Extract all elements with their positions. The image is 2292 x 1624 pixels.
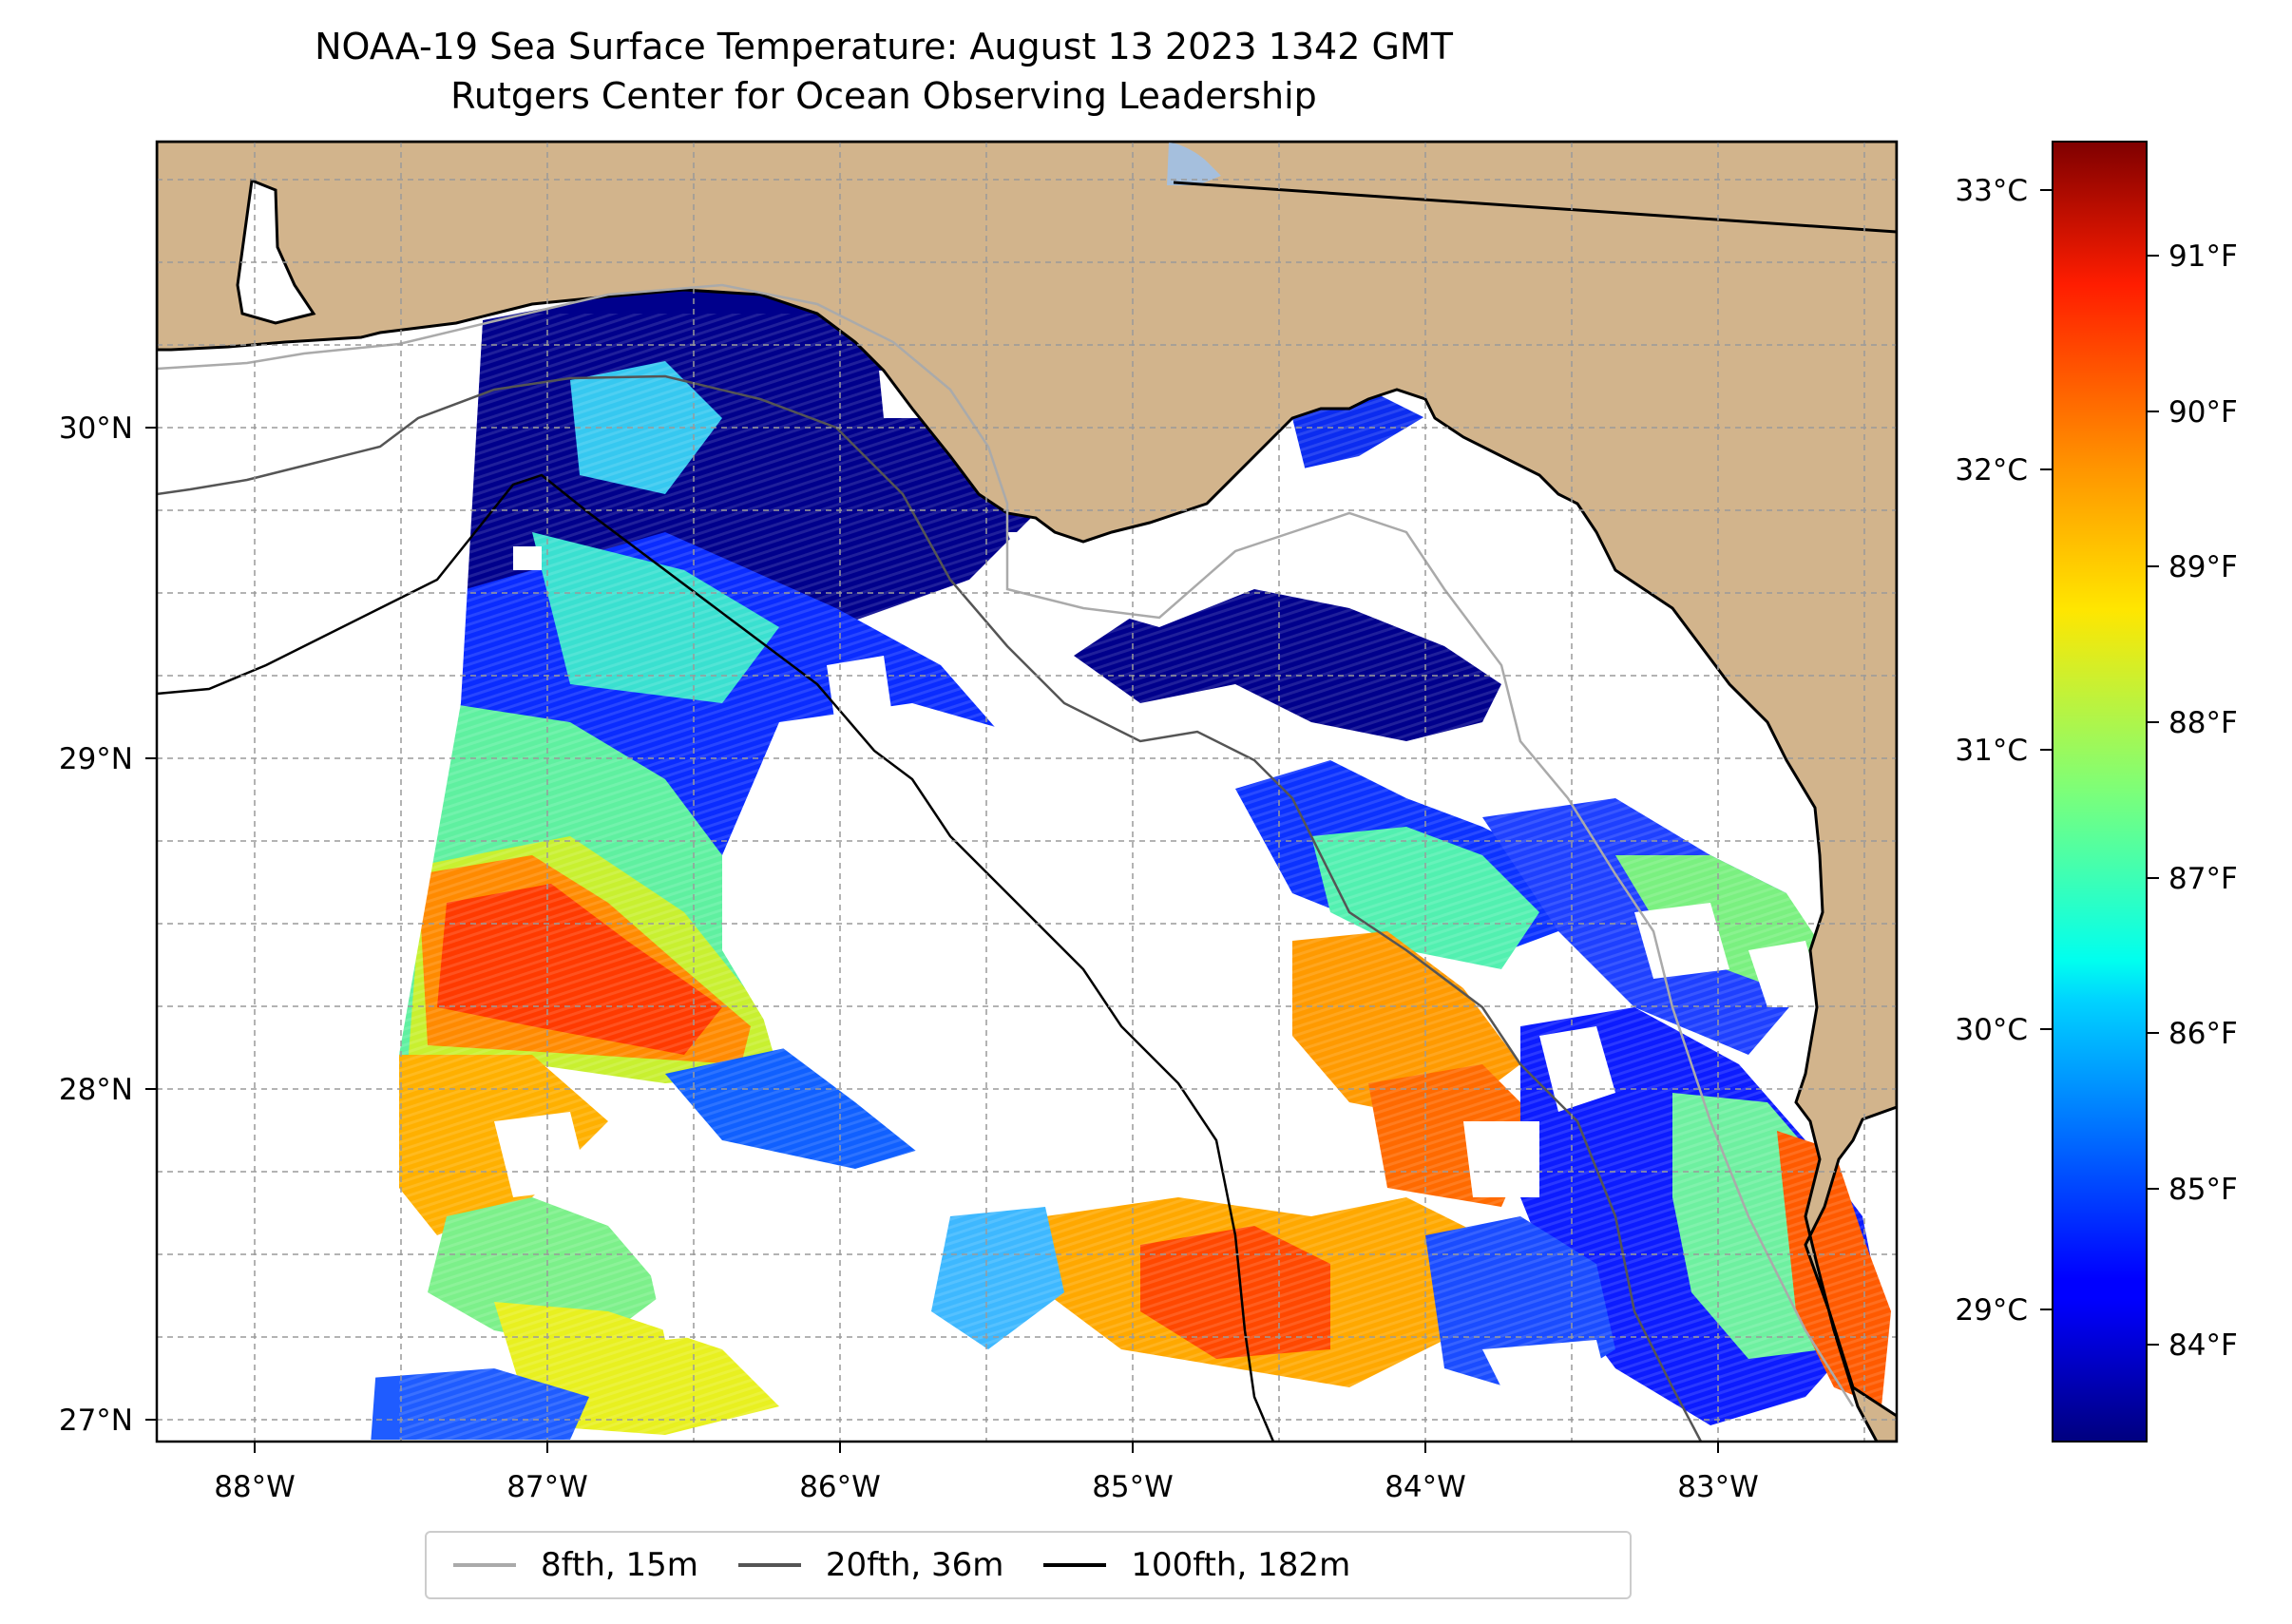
land-mass <box>157 142 1897 1442</box>
lon-tick-label: 87°W <box>506 1470 588 1504</box>
isobath-100fth <box>157 473 1275 1442</box>
state-border <box>1173 181 1897 234</box>
legend-label: 100fth, 182m <box>1131 1546 1351 1584</box>
legend-item-20fth: 20fth, 36m <box>737 1546 1004 1584</box>
isobath-20fth <box>157 374 1703 1442</box>
legend-label: 20fth, 36m <box>825 1546 1004 1584</box>
legend-swatch <box>1043 1563 1107 1567</box>
lon-tick-label: 84°W <box>1385 1470 1466 1504</box>
isobath-8fth <box>157 283 1855 1407</box>
lat-tick-label: 29°N <box>59 742 133 776</box>
lat-tick-label: 30°N <box>59 411 133 446</box>
fahrenheit-tick-label: 86°F <box>2168 1017 2238 1051</box>
map-area <box>157 142 1897 1442</box>
fahrenheit-tick-label: 91°F <box>2168 239 2238 274</box>
lat-tick-label: 28°N <box>59 1073 133 1107</box>
fahrenheit-tick-label: 85°F <box>2168 1173 2238 1207</box>
lon-tick-label: 86°W <box>799 1470 881 1504</box>
legend-item-100fth: 100fth, 182m <box>1043 1546 1350 1584</box>
lat-tick-labels: 27°N 28°N 29°N 30°N <box>59 411 133 1438</box>
legend-swatch <box>737 1563 801 1567</box>
fahrenheit-tick-label: 90°F <box>2168 395 2238 430</box>
map-title: NOAA-19 Sea Surface Temperature: August … <box>315 26 1453 67</box>
legend-item-8fth: 8fth, 15m <box>453 1546 698 1584</box>
fahrenheit-tick-label: 84°F <box>2168 1328 2238 1363</box>
lon-tick-labels: 88°W 87°W 86°W 85°W 84°W 83°W <box>214 1470 1759 1504</box>
fahrenheit-tick-label: 87°F <box>2168 862 2238 896</box>
celsius-tick-label: 29°C <box>1955 1293 2028 1328</box>
lon-tick-label: 88°W <box>214 1470 296 1504</box>
lon-tick-label: 85°W <box>1092 1470 1174 1504</box>
mobile-bay <box>236 178 316 325</box>
legend-label: 8fth, 15m <box>541 1546 698 1584</box>
fahrenheit-tick-label: 88°F <box>2168 706 2238 740</box>
lat-tick-label: 27°N <box>59 1404 133 1438</box>
colorbar: 29°C 30°C 31°C 32°C 33°C 84°F 85°F 86°F … <box>1955 141 2238 1442</box>
map-subtitle: Rutgers Center for Ocean Observing Leade… <box>450 75 1317 117</box>
axis-ticks <box>145 427 1719 1453</box>
lon-tick-label: 83°W <box>1677 1470 1759 1504</box>
legend-swatch <box>453 1563 516 1567</box>
celsius-tick-label: 33°C <box>1955 174 2028 208</box>
celsius-tick-label: 30°C <box>1955 1013 2028 1047</box>
isobath-legend: 8fth, 15m 20fth, 36m 100fth, 182m <box>425 1531 1632 1599</box>
map-frame <box>155 140 1899 1443</box>
celsius-tick-label: 32°C <box>1955 453 2028 487</box>
graticule <box>157 142 1897 1442</box>
celsius-tick-label: 31°C <box>1955 734 2028 768</box>
lake <box>1167 143 1221 185</box>
fahrenheit-tick-label: 89°F <box>2168 550 2238 584</box>
colorbar-gradient <box>2052 141 2148 1442</box>
